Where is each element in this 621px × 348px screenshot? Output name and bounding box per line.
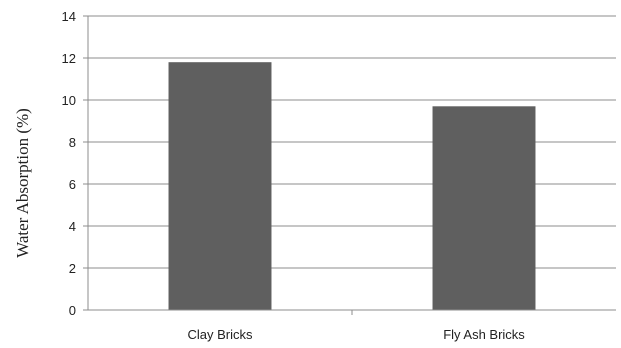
y-tick-label: 8 [69,135,76,150]
x-tick-labels: Clay Bricks Fly Ash Bricks [187,327,525,342]
gridlines [88,15,616,269]
y-tick-label: 6 [69,177,76,192]
y-tick-label: 12 [62,51,76,66]
axes [83,15,616,315]
bar-clay-bricks [168,62,272,311]
y-axis-title: Water Absorption (%) [13,108,32,258]
y-tick-label: 10 [62,93,76,108]
y-tick-label: 14 [62,9,76,24]
y-tick-label: 2 [69,261,76,276]
y-tick-label: 0 [69,303,76,318]
x-tick-label: Fly Ash Bricks [443,327,525,342]
bar-fly-ash-bricks [432,106,536,310]
y-tick-labels: 0 2 4 6 8 10 12 14 [62,9,76,318]
y-tick-label: 4 [69,219,76,234]
bars [168,62,536,311]
x-tick-label: Clay Bricks [187,327,253,342]
